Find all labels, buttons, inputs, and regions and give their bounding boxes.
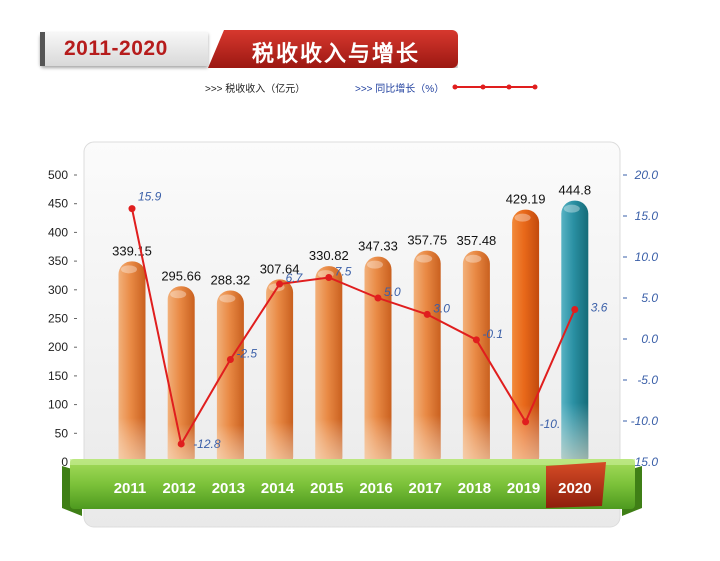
bar-series (118, 200, 589, 470)
growth-point (472, 336, 480, 344)
year-label: 2015 (310, 480, 343, 497)
growth-point (374, 294, 382, 302)
bar-fade (462, 250, 490, 470)
bar-value-label: 429.19 (506, 192, 546, 207)
left-tick-label: 250 (48, 312, 68, 326)
bar-highlight (170, 290, 187, 299)
bar-fade (315, 266, 343, 470)
legend: >>> 税收收入（亿元） >>> 同比增长（%） (205, 80, 565, 96)
bar-value-label: 444.8 (559, 183, 592, 198)
growth-value-label: 6.7 (286, 271, 304, 285)
right-tick-label: 5.0 (641, 291, 658, 305)
growth-value-label: 5.0 (384, 285, 401, 299)
growth-value-label: -12.8 (193, 437, 221, 451)
growth-point (128, 205, 136, 213)
highlight-year-tag (546, 462, 606, 508)
bar-highlight (367, 260, 383, 269)
bar-highlight (219, 294, 236, 303)
left-tick-label: 200 (48, 340, 68, 354)
left-tick-label: 300 (48, 283, 68, 297)
bar-fade (364, 256, 392, 470)
bar-fade (167, 286, 195, 470)
left-tick-label: 500 (48, 168, 68, 182)
bar-value-label: 307.64 (260, 261, 300, 276)
growth-point (522, 418, 530, 426)
growth-value-label: -10. (540, 417, 561, 431)
growth-point (423, 310, 431, 318)
year-label: 2018 (458, 480, 491, 497)
bar-value-label: 295.66 (161, 268, 201, 283)
right-tick-label: 10.0 (635, 250, 659, 264)
bar-fade (216, 290, 244, 470)
bar-highlight (416, 254, 433, 263)
title-banner: 2011-2020 税收收入与增长 (40, 28, 460, 70)
growth-value-label: 3.6 (591, 300, 608, 314)
left-tick-label: 450 (48, 197, 68, 211)
bar-highlight (465, 254, 482, 263)
growth-point (325, 274, 333, 281)
year-label: 2020 (558, 480, 591, 497)
bar-fade (512, 209, 540, 470)
left-tick-label: 100 (48, 398, 68, 412)
right-axis: -15.0 -10.0 -5.0 0.0 5.0 10.0 15.0 20.0 (623, 168, 658, 469)
growth-point (226, 356, 234, 363)
growth-value-label: -0.1 (482, 327, 503, 341)
right-tick-label: 15.0 (635, 209, 659, 223)
growth-value-label: 15.9 (138, 190, 162, 204)
bar-value-label: 347.33 (358, 239, 398, 254)
growth-value-label: 7.5 (335, 265, 352, 279)
year-label: 2012 (163, 480, 196, 497)
x-axis-year-labels: 2011 2012 2013 2014 2015 2016 2017 2018 2019 2020 (114, 480, 592, 497)
title-years: 2011-2020 (64, 37, 168, 60)
bar-fade (266, 279, 294, 470)
legend-tax-label: >>> 税收收入（亿元） (205, 84, 306, 95)
right-tick-label: -10.0 (631, 414, 659, 428)
title-ribbon: 税收收入与增长 (208, 30, 458, 68)
growth-line-series (128, 205, 579, 448)
left-axis: 0 50 100 150 200 250 300 350 400 450 500 (48, 168, 77, 469)
bar-value-label: 357.48 (457, 233, 497, 248)
year-label: 2014 (261, 480, 295, 497)
growth-point (276, 280, 284, 288)
year-label: 2017 (409, 480, 442, 497)
year-label: 2019 (507, 480, 540, 497)
title-year-plate: 2011-2020 (40, 32, 208, 66)
year-label: 2013 (212, 480, 245, 497)
right-tick-label: -5.0 (637, 373, 658, 387)
bar-highlight (514, 213, 531, 222)
year-label: 2016 (359, 480, 392, 497)
bar-highlight (121, 265, 137, 274)
bar-value-label: 288.32 (211, 273, 251, 288)
bar-value-label: 330.82 (309, 248, 349, 263)
bar-highlight (563, 204, 580, 213)
right-tick-label: -15.0 (631, 455, 659, 469)
growth-point (177, 440, 185, 448)
growth-value-label: -2.5 (236, 347, 257, 361)
bar-fade (413, 250, 441, 470)
year-label: 2011 (114, 480, 147, 497)
growth-line (131, 208, 576, 447)
legend-growth-line-icon (452, 84, 538, 90)
year-ribbon (62, 459, 642, 516)
growth-value-labels: 15.9 -12.8 -2.5 6.7 7.5 5.0 3.0 -0.1 -10. 3.6 (138, 190, 608, 451)
left-tick-label: 150 (48, 369, 68, 383)
left-tick-label: 400 (48, 225, 68, 239)
bar-value-label: 339.15 (112, 243, 152, 258)
left-tick-label: 50 (55, 426, 69, 440)
right-tick-label: 0.0 (641, 332, 658, 346)
bar-fade (118, 261, 146, 470)
growth-point (571, 305, 579, 313)
right-tick-label: 20.0 (634, 168, 659, 182)
legend-growth-label: >>> 同比增长（%） (355, 84, 445, 95)
bar-fade (561, 200, 589, 470)
left-tick-label: 350 (48, 254, 68, 268)
bar-value-label: 357.75 (407, 233, 447, 248)
left-tick-label: 0 (61, 455, 68, 469)
growth-value-label: 3.0 (433, 301, 450, 315)
chart-title: 税收收入与增长 (252, 41, 421, 66)
